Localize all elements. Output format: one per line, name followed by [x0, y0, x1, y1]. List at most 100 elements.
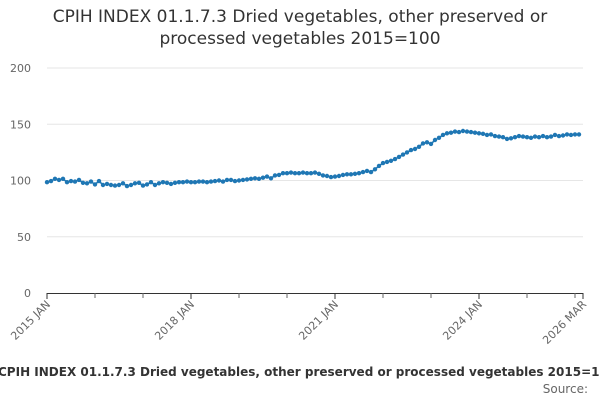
data-point: [408, 147, 414, 153]
data-point: [96, 178, 102, 184]
data-point: [308, 171, 314, 176]
data-point: [372, 167, 378, 172]
data-point: [416, 144, 422, 149]
data-point: [396, 154, 402, 160]
data-point: [208, 179, 214, 184]
data-point: [252, 176, 258, 181]
data-point: [288, 170, 294, 175]
data-point: [460, 128, 466, 134]
data-point: [476, 131, 482, 136]
data-point: [340, 172, 346, 178]
data-point: [212, 178, 218, 184]
data-point: [188, 180, 194, 185]
y-tick-label-150: 150: [10, 118, 31, 131]
data-point: [196, 179, 202, 184]
data-point: [92, 182, 98, 187]
data-point: [164, 180, 170, 185]
data-point: [432, 137, 438, 143]
data-point: [316, 171, 322, 176]
data-point: [364, 168, 370, 174]
data-point: [144, 182, 150, 187]
data-point: [516, 133, 522, 139]
x-axis: 2015 JAN 2018 JAN 2021 JAN 2024 JAN 2026 MAR: [8, 293, 589, 347]
data-point: [48, 178, 54, 184]
series-path: [46, 130, 579, 187]
data-point: [564, 132, 570, 137]
data-point: [224, 177, 230, 183]
data-point: [172, 180, 178, 185]
data-point: [68, 178, 74, 184]
data-point: [180, 180, 186, 185]
x-tick-label-4: 2026 MAR: [540, 298, 589, 347]
data-point: [280, 171, 286, 176]
data-point: [436, 135, 442, 140]
data-point: [244, 177, 250, 182]
data-point: [504, 136, 510, 142]
data-point: [552, 132, 558, 138]
data-point: [284, 171, 290, 176]
data-point: [72, 179, 78, 184]
data-point: [560, 133, 566, 138]
data-point: [276, 172, 282, 178]
data-point: [400, 152, 406, 157]
data-point: [124, 183, 130, 189]
data-point: [512, 135, 518, 140]
data-point: [332, 174, 338, 179]
data-point: [444, 131, 450, 136]
data-point: [192, 180, 198, 185]
data-point: [120, 181, 126, 186]
data-point: [104, 181, 110, 187]
data-point: [128, 182, 134, 188]
source-label: Source:: [542, 382, 588, 396]
x-tick-label-1: 2018 JAN: [152, 298, 197, 343]
data-point: [44, 180, 50, 185]
data-point: [468, 129, 474, 135]
data-point: [452, 129, 458, 134]
data-point: [508, 136, 514, 141]
data-point: [320, 173, 326, 178]
data-point: [160, 180, 166, 185]
data-point: [88, 179, 94, 184]
data-point: [576, 132, 582, 137]
data-point: [260, 175, 266, 180]
data-point: [496, 134, 502, 139]
data-point: [384, 159, 390, 165]
data-point: [448, 130, 454, 135]
data-point: [132, 181, 138, 186]
data-point: [380, 160, 386, 166]
data-point: [80, 180, 86, 185]
data-point: [352, 171, 358, 176]
data-point: [392, 156, 398, 162]
data-point: [84, 181, 90, 186]
chart-title-line-1: CPIH INDEX 01.1.7.3 Dried vegetables, ot…: [52, 7, 548, 27]
data-point: [312, 170, 318, 175]
data-point: [440, 132, 446, 138]
data-point: [148, 180, 154, 185]
data-point: [60, 176, 66, 181]
data-point: [140, 183, 146, 188]
data-point: [300, 170, 306, 175]
y-tick-label-200: 200: [10, 62, 31, 75]
data-point: [548, 134, 554, 139]
data-point: [520, 134, 526, 139]
data-point: [412, 146, 418, 152]
data-point: [356, 171, 362, 176]
data-point: [388, 158, 394, 163]
data-point: [248, 176, 254, 181]
data-point: [236, 178, 242, 183]
data-point: [204, 180, 210, 185]
data-point: [304, 171, 310, 176]
data-point: [108, 182, 114, 188]
data-point: [456, 129, 462, 135]
x-tick-label-3: 2024 JAN: [440, 298, 485, 343]
data-point: [112, 183, 118, 188]
data-point: [464, 129, 470, 134]
data-point: [544, 135, 550, 140]
data-point: [228, 177, 234, 183]
data-point: [200, 179, 206, 184]
grid-lines: [47, 67, 583, 238]
data-point: [152, 182, 158, 188]
data-point: [100, 182, 106, 188]
x-tick-label-0: 2015 JAN: [8, 298, 53, 343]
